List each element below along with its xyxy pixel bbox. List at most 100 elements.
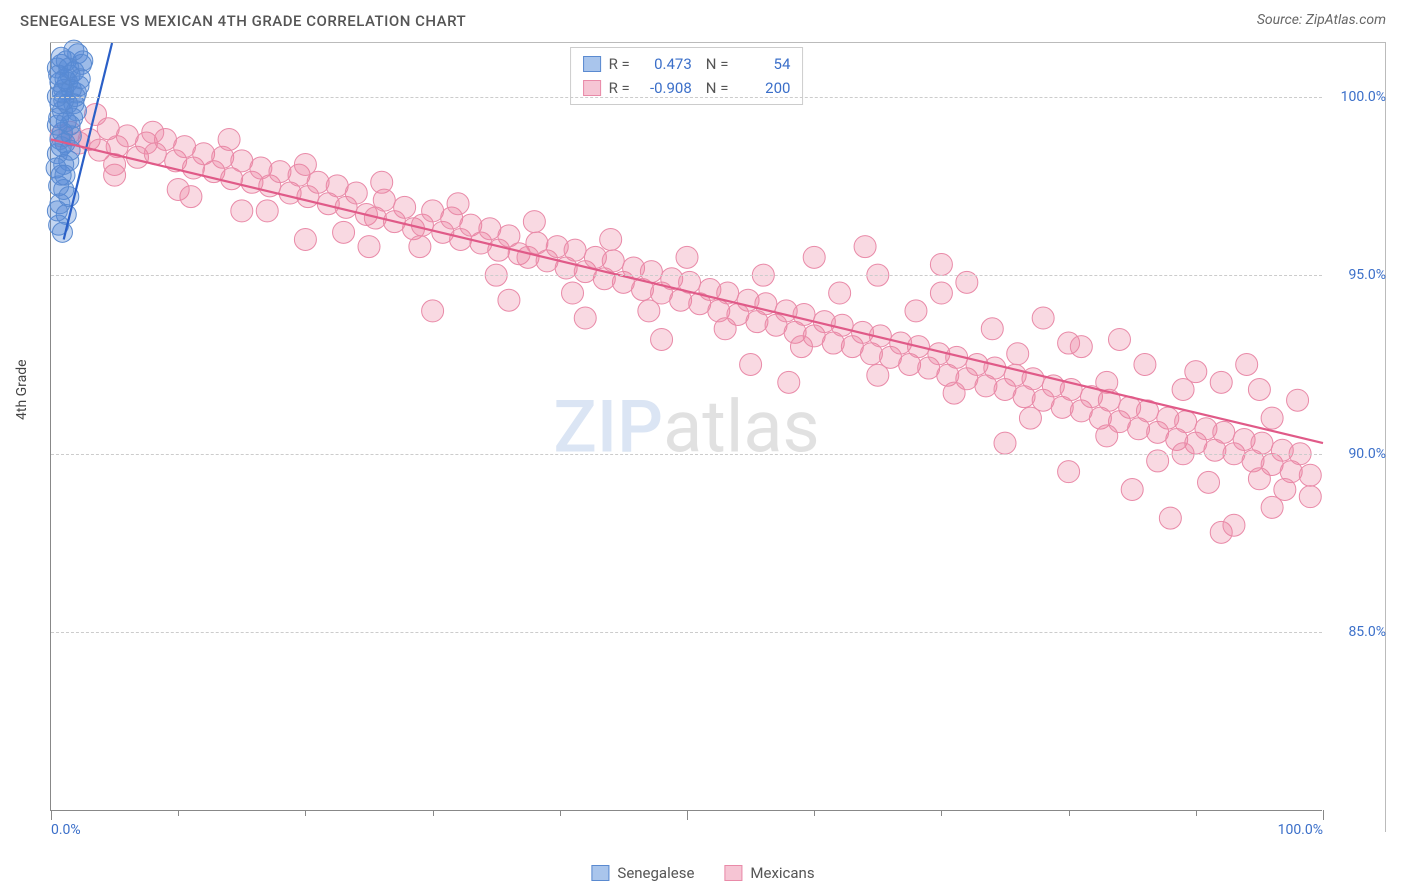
data-point — [498, 289, 520, 311]
chart-title: SENEGALESE VS MEXICAN 4TH GRADE CORRELAT… — [20, 12, 466, 30]
data-point — [1251, 432, 1273, 454]
legend-item: Senegalese — [591, 864, 694, 882]
data-point — [55, 165, 75, 185]
data-point — [1032, 307, 1054, 329]
data-point — [602, 250, 624, 272]
x-tick — [178, 810, 179, 816]
scatter-svg — [51, 43, 1323, 811]
data-point — [1134, 353, 1156, 375]
x-tick-label: 100.0% — [1278, 822, 1323, 838]
data-point — [1198, 471, 1220, 493]
x-tick — [433, 810, 434, 816]
data-point — [930, 253, 952, 275]
data-point — [59, 58, 79, 78]
legend-label: Senegalese — [617, 864, 694, 882]
data-point — [829, 282, 851, 304]
data-point — [803, 246, 825, 268]
gridline — [51, 97, 1322, 98]
data-point — [793, 303, 815, 325]
x-tick — [941, 810, 942, 816]
data-point — [1096, 425, 1118, 447]
data-point — [345, 182, 367, 204]
x-tick — [1323, 810, 1324, 820]
data-point — [1236, 353, 1258, 375]
data-point — [422, 300, 444, 322]
chart-container: ZIPatlas R =0.473N =54R =-0.908N =200 85… — [50, 42, 1386, 832]
gridline — [51, 275, 1322, 276]
data-point — [1248, 468, 1270, 490]
source-label: Source: ZipAtlas.com — [1257, 12, 1386, 30]
x-tick — [560, 810, 561, 816]
data-point — [294, 228, 316, 250]
data-point — [564, 239, 586, 261]
data-point — [640, 261, 662, 283]
y-tick-label: 100.0% — [1341, 89, 1386, 105]
data-point — [905, 300, 927, 322]
x-tick — [687, 810, 688, 820]
legend-item: Mexicans — [724, 864, 814, 882]
stats-n-label: N = — [706, 52, 729, 76]
data-point — [218, 128, 240, 150]
y-axis-label: 4th Grade — [14, 359, 30, 420]
data-point — [790, 336, 812, 358]
x-tick — [1069, 810, 1070, 816]
data-point — [523, 211, 545, 233]
gridline — [51, 632, 1322, 633]
data-point — [714, 318, 736, 340]
data-point — [1159, 507, 1181, 529]
data-point — [1248, 378, 1270, 400]
data-point — [64, 40, 84, 60]
data-point — [52, 222, 72, 242]
data-point — [1172, 378, 1194, 400]
data-point — [371, 171, 393, 193]
data-point — [333, 221, 355, 243]
legend-swatch — [583, 80, 601, 96]
data-point — [994, 432, 1016, 454]
x-tick — [1196, 810, 1197, 816]
data-point — [740, 353, 762, 375]
data-point — [651, 328, 673, 350]
x-tick-label: 0.0% — [51, 822, 81, 838]
data-point — [1210, 371, 1232, 393]
data-point — [1019, 407, 1041, 429]
data-point — [981, 318, 1003, 340]
data-point — [231, 200, 253, 222]
data-point — [1274, 479, 1296, 501]
stats-row: R = 0.473 N = 54 — [583, 52, 791, 76]
data-point — [638, 300, 660, 322]
x-tick — [814, 810, 815, 816]
data-point — [778, 371, 800, 393]
data-point — [409, 236, 431, 258]
data-point — [854, 236, 876, 258]
data-point — [1007, 343, 1029, 365]
data-point — [269, 161, 291, 183]
data-point — [294, 153, 316, 175]
data-point — [867, 364, 889, 386]
data-point — [1299, 464, 1321, 486]
data-point — [1058, 461, 1080, 483]
y-tick-label: 95.0% — [1348, 267, 1386, 283]
gridline — [51, 454, 1322, 455]
data-point — [1213, 421, 1235, 443]
data-point — [831, 314, 853, 336]
data-point — [943, 382, 965, 404]
data-point — [562, 282, 584, 304]
data-point — [1223, 514, 1245, 536]
stats-n-value: 54 — [736, 52, 790, 76]
y-tick-label: 85.0% — [1348, 624, 1386, 640]
stats-r-value: 0.473 — [638, 52, 692, 76]
legend-swatch — [583, 56, 601, 72]
data-point — [358, 236, 380, 258]
y-tick-label: 90.0% — [1348, 446, 1386, 462]
data-point — [1287, 389, 1309, 411]
data-point — [447, 193, 469, 215]
data-point — [256, 200, 278, 222]
data-point — [52, 83, 72, 103]
data-point — [930, 282, 952, 304]
data-point — [984, 357, 1006, 379]
data-point — [1261, 407, 1283, 429]
legend-swatch — [724, 865, 742, 881]
x-tick — [305, 810, 306, 816]
data-point — [1299, 486, 1321, 508]
stats-r-label: R = — [609, 52, 630, 76]
